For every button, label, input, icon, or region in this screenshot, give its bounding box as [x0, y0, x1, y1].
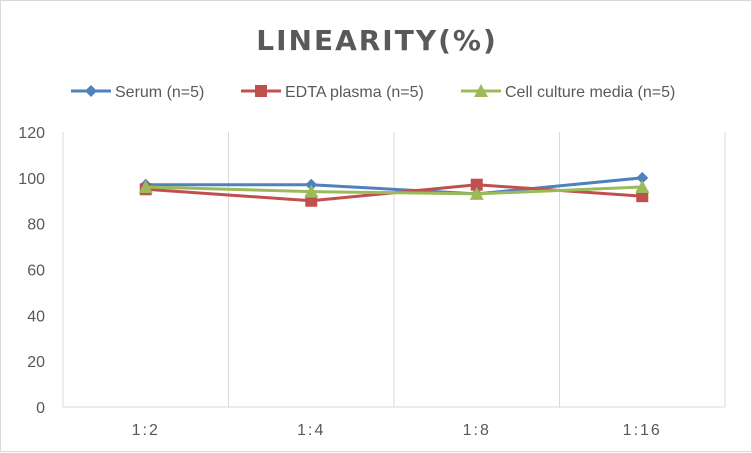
legend-marker — [474, 84, 488, 97]
data-point — [636, 190, 649, 203]
y-tick-label: 120 — [18, 125, 45, 142]
series-group — [138, 171, 650, 207]
y-tick-label: 0 — [36, 400, 45, 417]
series-line — [145, 176, 643, 196]
axes: 0 20 40 60 80 100 120 1:2 1:4 1:8 1:16 — [18, 125, 725, 439]
data-point — [470, 178, 483, 191]
data-point — [469, 186, 484, 200]
gridlines — [62, 132, 726, 407]
data-point — [305, 194, 318, 207]
series-line — [145, 185, 643, 196]
legend-item: EDTA plasma (n=5) — [241, 84, 424, 101]
legend-marker — [85, 85, 97, 97]
y-tick-label: 100 — [18, 171, 45, 188]
y-tick-label: 20 — [27, 354, 45, 371]
x-tick-label: 1:4 — [297, 422, 325, 439]
legend: Serum (n=5) EDTA plasma (n=5) Cell culture… — [71, 84, 675, 101]
legend-marker — [255, 85, 267, 97]
chart-title: LINEARITY(%) — [256, 24, 498, 57]
y-tick-label: 80 — [27, 217, 45, 234]
data-point — [635, 180, 650, 193]
x-tick-label: 1:2 — [132, 422, 160, 439]
y-tick-label: 40 — [27, 308, 45, 325]
data-point — [304, 184, 319, 198]
x-tick-label: 1:16 — [623, 422, 662, 439]
legend-label: Cell culture media (n=5) — [505, 84, 675, 101]
series-3 — [138, 180, 650, 200]
data-point — [636, 171, 649, 184]
legend-label: EDTA plasma (n=5) — [285, 84, 424, 101]
legend-item: Cell culture media (n=5) — [461, 84, 675, 101]
x-tick-label: 1:8 — [463, 422, 491, 439]
data-point — [138, 180, 153, 193]
legend-item: Serum (n=5) — [71, 84, 204, 101]
y-tick-label: 60 — [27, 263, 45, 280]
legend-label: Serum (n=5) — [115, 84, 204, 101]
